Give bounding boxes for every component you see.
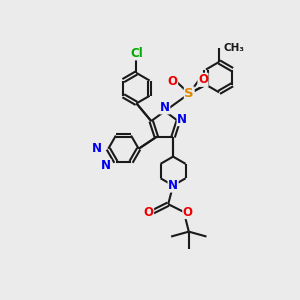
Text: N: N — [168, 179, 178, 192]
Text: O: O — [183, 206, 193, 218]
Text: CH₃: CH₃ — [223, 43, 244, 53]
Text: N: N — [101, 159, 111, 172]
Text: Cl: Cl — [130, 47, 143, 60]
Text: O: O — [144, 206, 154, 218]
Text: S: S — [184, 87, 194, 100]
Text: N: N — [160, 101, 170, 114]
Text: O: O — [168, 75, 178, 88]
Text: N: N — [177, 112, 187, 126]
Text: O: O — [198, 73, 208, 86]
Text: N: N — [92, 142, 101, 155]
